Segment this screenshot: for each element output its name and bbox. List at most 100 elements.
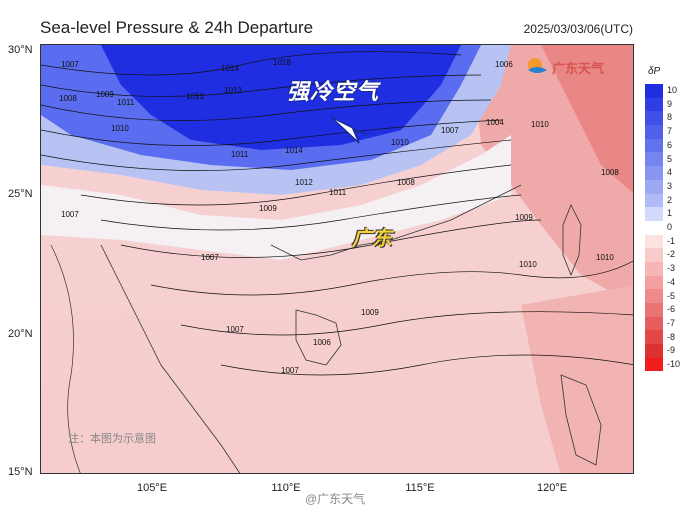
chart-title: Sea-level Pressure & 24h Departure — [40, 18, 314, 37]
colorbar-tick-label: -2 — [667, 249, 676, 260]
colorbar-cell — [645, 84, 663, 98]
svg-text:1006: 1006 — [313, 338, 331, 347]
svg-text:1010: 1010 — [596, 253, 614, 262]
colorbar-tick-label: -3 — [667, 263, 676, 274]
svg-text:1004: 1004 — [486, 118, 504, 127]
colorbar-tick-label: 4 — [667, 167, 673, 178]
colorbar-tick-label: 5 — [667, 153, 673, 164]
colorbar-cell — [645, 193, 663, 208]
pressure-map: 1007 1008 1009 1011 1010 1014 1018 1013 … — [40, 44, 634, 474]
lat-label-20n: 20°N — [8, 328, 33, 340]
colorbar-cell — [645, 303, 663, 317]
colorbar-cell — [645, 316, 663, 331]
colorbar-tick-label: 2 — [667, 194, 673, 205]
colorbar-tick-label: 8 — [667, 112, 673, 123]
colorbar-tick-label: -5 — [667, 290, 676, 301]
svg-text:1007: 1007 — [61, 60, 79, 69]
guangdong-label: 广东 — [352, 228, 392, 250]
colorbar-cell — [645, 234, 663, 249]
watermark: @广东天气 — [305, 492, 366, 506]
lat-label-25n: 25°N — [8, 188, 33, 200]
svg-text:1009: 1009 — [96, 90, 114, 99]
svg-text:1008: 1008 — [397, 178, 415, 187]
border-line-west — [50, 244, 81, 473]
coastline-south-china — [270, 184, 522, 261]
colorbar-cell — [645, 111, 663, 126]
svg-text:1013: 1013 — [224, 86, 242, 95]
cold-air-label: 强冷空气 — [287, 79, 380, 104]
svg-text:1008: 1008 — [601, 168, 619, 177]
colorbar-tick-label: -9 — [667, 345, 676, 356]
colorbar-tick-label: -8 — [667, 331, 676, 342]
coastline-hainan — [295, 309, 342, 366]
colorbar-tick-label: -4 — [667, 276, 676, 287]
neutral-band — [41, 135, 511, 260]
svg-text:1010: 1010 — [531, 120, 549, 129]
colorbar-title: δP — [648, 66, 661, 77]
colorbar-cell — [645, 97, 663, 112]
map-canvas: 1007 1008 1009 1011 1010 1014 1018 1013 … — [41, 45, 633, 473]
colorbar-cell — [645, 289, 663, 303]
svg-text:1009: 1009 — [259, 204, 277, 213]
svg-text:1010: 1010 — [391, 138, 409, 147]
svg-text:1007: 1007 — [226, 325, 244, 334]
svg-text:1010: 1010 — [111, 124, 129, 133]
colorbar-tick-label: 3 — [667, 180, 673, 191]
isobar-label-group: 1007 1008 1009 1011 1010 1014 1018 1013 … — [59, 58, 619, 375]
colorbar-tick-label: 10 — [667, 85, 678, 95]
negative-anomaly-deep — [101, 45, 461, 150]
colorbar-tick-label: -7 — [667, 317, 676, 328]
colorbar-cell — [645, 275, 663, 290]
colorbar-tick-label: -10 — [667, 359, 681, 369]
svg-text:1014: 1014 — [221, 64, 239, 73]
svg-text:1010: 1010 — [519, 260, 537, 269]
svg-text:1011: 1011 — [117, 98, 135, 107]
svg-text:1011: 1011 — [329, 188, 347, 197]
colorbar-cell — [645, 344, 663, 358]
schematic-note: 注：本图为示意图 — [68, 433, 156, 445]
colorbar-cell — [645, 248, 663, 262]
colorbar-cell — [645, 179, 663, 194]
lat-label-15n: 15°N — [8, 466, 33, 478]
colorbar-tick-label: 0 — [667, 222, 673, 232]
strong-positive-anomaly — [541, 45, 633, 194]
isobar-lines — [41, 51, 633, 376]
svg-text:1007: 1007 — [61, 210, 79, 219]
weather-logo-icon — [528, 58, 547, 73]
positive-anomaly-south — [521, 285, 633, 473]
colorbar-tick-label: 1 — [667, 208, 673, 219]
svg-text:1009: 1009 — [361, 308, 379, 317]
svg-text:1007: 1007 — [201, 253, 219, 262]
colorbar-cell — [645, 152, 663, 167]
colorbar-cell — [645, 138, 663, 153]
colorbar-cell — [645, 220, 663, 235]
lon-label-120e: 120°E — [536, 482, 568, 494]
coastline-taiwan — [562, 204, 582, 277]
weather-logo-text: 广东天气 — [552, 61, 605, 76]
lon-label-115e: 115°E — [405, 482, 435, 494]
svg-text:1007: 1007 — [441, 126, 459, 135]
coastline-luzon — [560, 374, 602, 466]
cold-air-arrow — [330, 116, 368, 144]
svg-text:1009: 1009 — [515, 213, 533, 222]
coastline-indochina — [100, 244, 241, 473]
colorbar-cell — [645, 330, 663, 345]
svg-text:1012: 1012 — [295, 178, 313, 187]
chart-date: 2025/03/03/06(UTC) — [523, 22, 633, 36]
colorbar-cell — [645, 125, 663, 139]
colorbar — [645, 84, 663, 372]
colorbar-tick-label: -6 — [667, 304, 676, 315]
colorbar-tick-label: 7 — [667, 126, 673, 137]
colorbar-cell — [645, 357, 663, 372]
lat-label-30n: 30°N — [8, 44, 33, 56]
colorbar-tick-label: 9 — [667, 98, 673, 109]
svg-text:1013: 1013 — [186, 92, 204, 101]
svg-text:1006: 1006 — [495, 60, 513, 69]
colorbar-cell — [645, 207, 663, 221]
colorbar-tick-label: 6 — [667, 139, 673, 150]
svg-text:1011: 1011 — [231, 150, 249, 159]
lon-label-110e: 110°E — [271, 482, 301, 494]
svg-text:1007: 1007 — [281, 366, 299, 375]
svg-text:1018: 1018 — [273, 58, 291, 67]
svg-text:1014: 1014 — [285, 146, 303, 155]
